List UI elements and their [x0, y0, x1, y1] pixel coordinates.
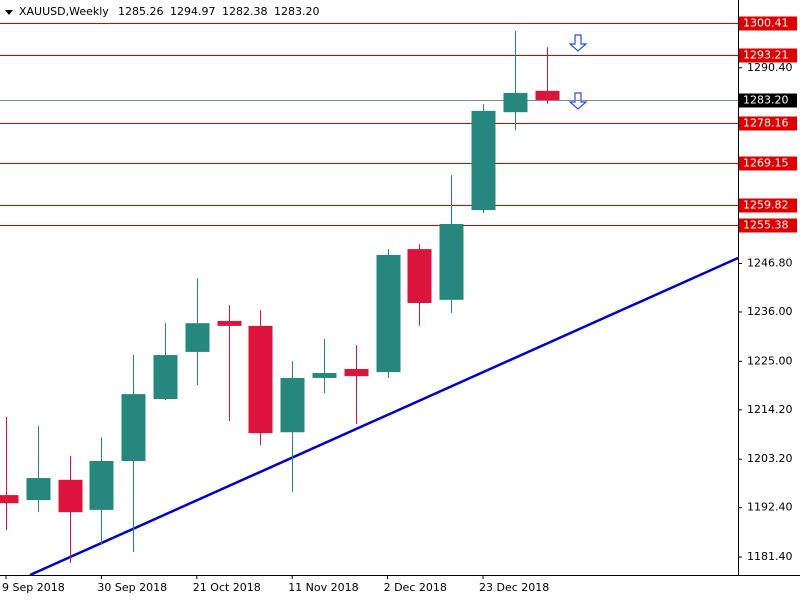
- level-label: 1255.38: [743, 219, 789, 232]
- trend-line[interactable]: [29, 256, 739, 577]
- candle-body: [217, 320, 242, 326]
- level-label: 1300.41: [743, 17, 789, 30]
- y-tick-label: 1214.20: [747, 403, 793, 416]
- level-label: 1293.21: [743, 49, 789, 62]
- level-label-box: [739, 156, 797, 171]
- current-price-box: [739, 93, 797, 108]
- y-tick-label: 1225.00: [747, 354, 793, 367]
- candle-body: [153, 355, 178, 400]
- menu-triangle[interactable]: [5, 10, 13, 15]
- candle-body: [89, 460, 114, 510]
- level-label-box: [739, 16, 797, 31]
- x-tick-label: 2 Dec 2018: [384, 581, 447, 594]
- level-label: 1269.15: [743, 157, 789, 170]
- level-label-box: [739, 48, 797, 63]
- chart-title: XAUUSD,Weekly: [19, 5, 109, 18]
- candle-body: [535, 90, 560, 101]
- level-label-box: [739, 198, 797, 213]
- y-tick-label: 1236.00: [747, 305, 793, 318]
- candle-body: [280, 377, 305, 433]
- x-tick-label: 23 Dec 2018: [479, 581, 549, 594]
- candle-body: [248, 325, 273, 434]
- header-value: 1282.38: [222, 5, 268, 18]
- level-label: 1278.16: [743, 117, 789, 130]
- y-tick-label: 1203.20: [747, 452, 793, 465]
- current-price-label: 1283.20: [743, 94, 789, 107]
- x-tick-label: 30 Sep 2018: [97, 581, 167, 594]
- x-tick-label: 9 Sep 2018: [2, 581, 65, 594]
- y-tick-label: 1192.40: [747, 501, 793, 514]
- candle-body: [344, 368, 369, 377]
- x-tick-label: 11 Nov 2018: [288, 581, 358, 594]
- x-tick-label: 21 Oct 2018: [193, 581, 261, 594]
- candle-body: [0, 495, 19, 504]
- candle-body: [503, 92, 528, 113]
- candle-body: [471, 110, 496, 211]
- y-tick-label: 1181.40: [747, 550, 793, 563]
- y-tick-label: 1246.80: [747, 256, 793, 269]
- y-tick-label: 1290.40: [747, 61, 793, 74]
- header-value: 1294.97: [170, 5, 216, 18]
- candle-body: [312, 373, 337, 378]
- header-value: 1285.26: [118, 5, 164, 18]
- level-label-box: [739, 116, 797, 131]
- level-label-box: [739, 218, 797, 233]
- candle-body: [185, 323, 210, 352]
- candle-body: [407, 249, 432, 303]
- header-value: 1283.20: [274, 5, 320, 18]
- candle-body: [26, 478, 51, 501]
- candle-body: [121, 394, 146, 461]
- candle-body: [376, 254, 401, 373]
- candle-body: [58, 479, 83, 513]
- level-label: 1259.82: [743, 199, 789, 212]
- candle-body: [439, 223, 464, 300]
